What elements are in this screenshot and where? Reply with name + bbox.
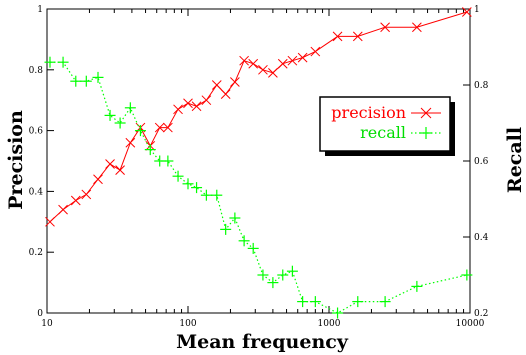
legend-marker-recall (420, 127, 432, 139)
series-layer (44, 7, 473, 319)
y-tick-label: 0.6 (29, 127, 44, 137)
data-point-recall (57, 56, 69, 68)
data-point-precision (239, 55, 249, 66)
data-point-precision (93, 174, 103, 185)
data-point-precision (163, 122, 173, 133)
legend: precision recall (319, 96, 455, 156)
data-point-recall (332, 307, 344, 319)
data-point-recall (220, 223, 232, 235)
x-tick-label: 1000 (318, 319, 341, 329)
legend-label-precision: precision (331, 103, 406, 122)
legend-marker-precision (420, 107, 432, 119)
data-point-precision (220, 89, 231, 99)
data-point-precision (277, 58, 288, 69)
y-tick-label: 0.2 (29, 248, 43, 258)
data-point-precision (173, 104, 183, 115)
legend-label-recall: recall (360, 123, 406, 142)
data-point-precision (105, 159, 115, 169)
data-point-precision (58, 204, 68, 215)
data-point-recall (297, 296, 309, 308)
data-point-recall (172, 170, 184, 182)
data-point-recall (267, 277, 279, 289)
data-point-precision (125, 137, 136, 148)
plot-area (46, 8, 471, 314)
data-point-precision (183, 98, 193, 109)
data-point-recall (124, 102, 136, 114)
x-axis-label: Mean frequency (176, 331, 349, 353)
data-point-precision (230, 77, 240, 87)
x-tick-label: 100 (179, 319, 196, 329)
data-point-recall (70, 75, 82, 87)
data-point-recall (309, 296, 321, 308)
data-point-precision (462, 7, 472, 17)
data-point-precision (191, 101, 202, 112)
data-point-recall (191, 182, 203, 194)
data-point-precision (412, 22, 422, 33)
data-point-precision (380, 22, 390, 33)
data-point-recall (104, 109, 116, 121)
legend-box (319, 96, 451, 152)
y-tick-label: 0 (37, 309, 43, 319)
y2-tick-label: 0.2 (474, 309, 488, 319)
data-point-recall (114, 117, 126, 129)
data-point-precision (154, 122, 165, 133)
data-point-precision (258, 64, 268, 75)
data-point-precision (248, 58, 259, 69)
x-tick-label: 10 (41, 319, 53, 329)
data-point-precision (287, 55, 298, 66)
data-point-precision (352, 31, 363, 42)
data-point-recall (200, 189, 212, 201)
data-point-precision (268, 67, 278, 78)
data-point-precision (211, 80, 222, 90)
data-point-recall (247, 242, 259, 254)
data-point-recall (80, 75, 92, 87)
y2-axis-label: Recall (504, 127, 526, 193)
axis-ticks: 10 100 1000 10000 0 0.2 0.4 0.6 0.8 1 0.2 0.4 0.6 0.8… (29, 5, 489, 329)
data-point-recall (229, 212, 241, 224)
data-point-recall (162, 155, 174, 167)
data-point-recall (182, 178, 194, 190)
data-point-recall (144, 144, 156, 156)
y-axis-label: Precision (5, 110, 27, 210)
data-point-recall (238, 235, 250, 247)
data-point-recall (277, 269, 289, 281)
data-point-recall (411, 280, 423, 292)
y-tick-label: 0.4 (29, 187, 44, 197)
y2-tick-label: 0.8 (474, 81, 489, 91)
data-point-recall (44, 56, 56, 68)
y2-tick-label: 0.6 (474, 157, 489, 167)
data-point-recall (211, 189, 223, 201)
y2-tick-label: 0.4 (474, 233, 489, 243)
data-point-recall (286, 265, 298, 277)
data-point-recall (257, 269, 269, 281)
data-point-precision (201, 95, 212, 106)
data-point-precision (310, 46, 321, 57)
plot-frame (46, 8, 471, 314)
data-point-precision (81, 189, 92, 200)
y-tick-label: 0.8 (29, 66, 44, 76)
y2-tick-label: 1 (474, 5, 480, 15)
y-tick-label: 1 (37, 5, 43, 15)
data-point-recall (461, 269, 473, 281)
data-point-recall (352, 296, 364, 308)
data-point-precision (45, 216, 55, 227)
data-point-recall (379, 296, 391, 308)
data-point-precision (332, 31, 343, 42)
data-point-precision (115, 165, 125, 175)
data-point-recall (134, 125, 146, 137)
data-point-precision (297, 52, 308, 63)
data-point-recall (92, 71, 104, 83)
data-point-precision (70, 195, 81, 206)
x-tick-label: 10000 (456, 319, 485, 329)
